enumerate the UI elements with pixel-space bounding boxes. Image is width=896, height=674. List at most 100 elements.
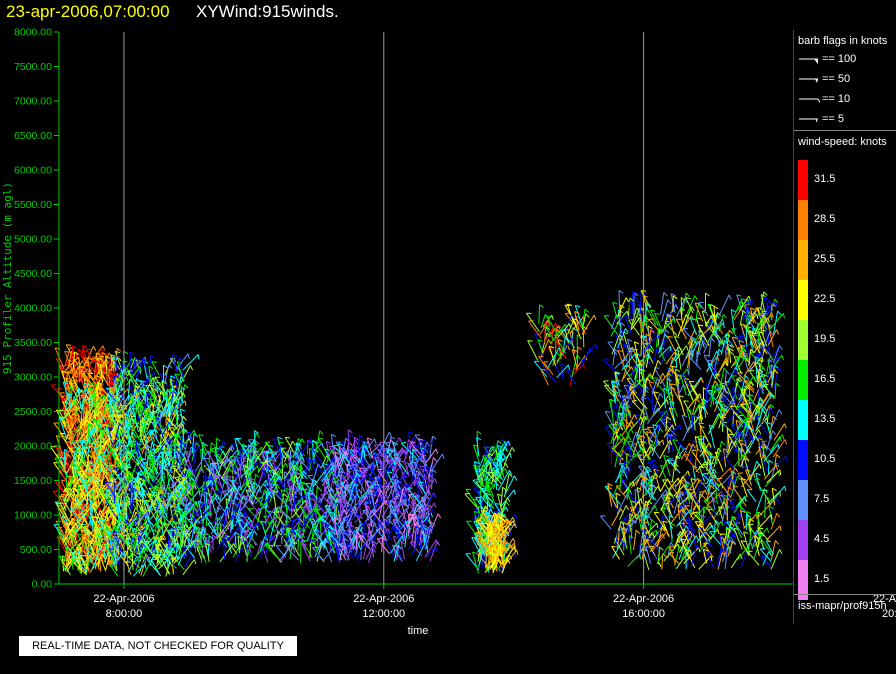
wind-barb-flag [281,447,287,449]
wind-barb [86,454,90,473]
wind-barb-flag [309,459,315,462]
wind-barb [156,502,160,519]
wind-barb [87,435,101,450]
wind-barb-flag [127,541,132,545]
wind-barb-flag [113,375,119,378]
wind-barb [123,544,131,562]
wind-barb-flag [147,526,151,532]
wind-barb-flag [309,539,315,541]
wind-barb [275,545,287,558]
wind-barb [126,492,141,507]
wind-barb [95,487,100,506]
wind-barb [138,470,149,484]
wind-barb-flag [294,529,300,531]
wind-barb [112,410,122,430]
wind-barb-flag [149,400,155,405]
wind-barb [94,360,98,376]
wind-barb-flag [228,459,234,462]
wind-barb-flag [165,463,168,469]
wind-barb-flag [82,345,88,348]
wind-barb [75,556,83,574]
wind-barb-flag [163,364,168,369]
wind-barb-flag [112,531,118,534]
wind-barb-flag [85,360,90,365]
wind-barb [104,524,110,548]
wind-barb-flag [78,364,84,369]
wind-barb-flag [76,519,82,521]
wind-barb-flag [73,450,79,454]
wind-barb-flag [140,380,146,383]
wind-barb [97,506,107,524]
wind-barb-flag [58,409,64,412]
wind-barb-flag [118,431,124,435]
wind-barb [77,518,86,532]
wind-barb [118,491,123,512]
wind-barb-flag [77,550,83,553]
wind-barb-flag [254,430,259,434]
wind-barb [92,482,108,501]
wind-barb [126,428,134,447]
wind-barb-flag [78,356,80,362]
wind-barb [103,535,117,554]
wind-barb [80,460,95,476]
wind-barb [155,409,167,425]
wind-barb [142,467,157,483]
wind-barb-flag [169,420,173,426]
wind-barb-flag [82,513,86,519]
wind-barb-flag [65,474,71,479]
wind-barb [135,409,150,426]
wind-barb [63,500,73,516]
wind-barb [109,366,112,387]
wind-barb [86,547,92,562]
wind-barb [87,357,91,377]
wind-barb-flag [82,348,87,353]
wind-barb [99,364,104,383]
plot-title: XYWind:915winds. [196,2,339,21]
wind-barb [162,517,173,538]
wind-barb [323,548,334,561]
wind-barb [169,402,178,419]
wind-barb-flag [104,466,109,471]
wind-barb [161,381,165,402]
wind-barb [63,521,70,544]
wind-barb [55,502,66,519]
wind-barb [59,457,69,478]
wind-barb [59,555,67,572]
wind-barb [110,356,113,372]
wind-barb-flag [138,397,141,403]
wind-barb [87,539,100,554]
wind-barb-flag [129,463,132,469]
wind-barb-flag [126,451,132,456]
wind-barb [79,426,91,440]
wind-barb [68,370,77,385]
wind-barb-flag [433,457,438,462]
wind-barb [55,447,64,464]
wind-barb [168,529,170,548]
wind-barb [87,530,89,548]
wind-barb-flag [63,381,69,384]
wind-barb-flag [287,523,291,529]
wind-barb-flag [151,498,156,504]
wind-barb [83,346,94,368]
wind-barb-flag [77,426,82,431]
wind-barb [64,394,69,416]
wind-barb-flag [92,552,95,558]
wind-barb [66,522,73,537]
wind-barb-flag [119,536,124,542]
wind-barb-flag [85,415,90,420]
wind-barb-flag [94,501,97,508]
wind-barb [182,354,199,371]
wind-barb-flag [115,377,121,382]
wind-barb [149,549,156,567]
wind-barb-flag [129,422,132,428]
wind-barb [363,522,366,540]
wind-barb [95,358,107,377]
wind-barb [62,401,72,419]
wind-barb-flag [197,354,200,360]
wind-barb [154,382,165,397]
wind-barb [102,367,111,387]
wind-barb [149,455,151,472]
wind-barb [84,462,95,476]
wind-barb-flag [59,555,65,558]
wind-barb [95,382,100,405]
